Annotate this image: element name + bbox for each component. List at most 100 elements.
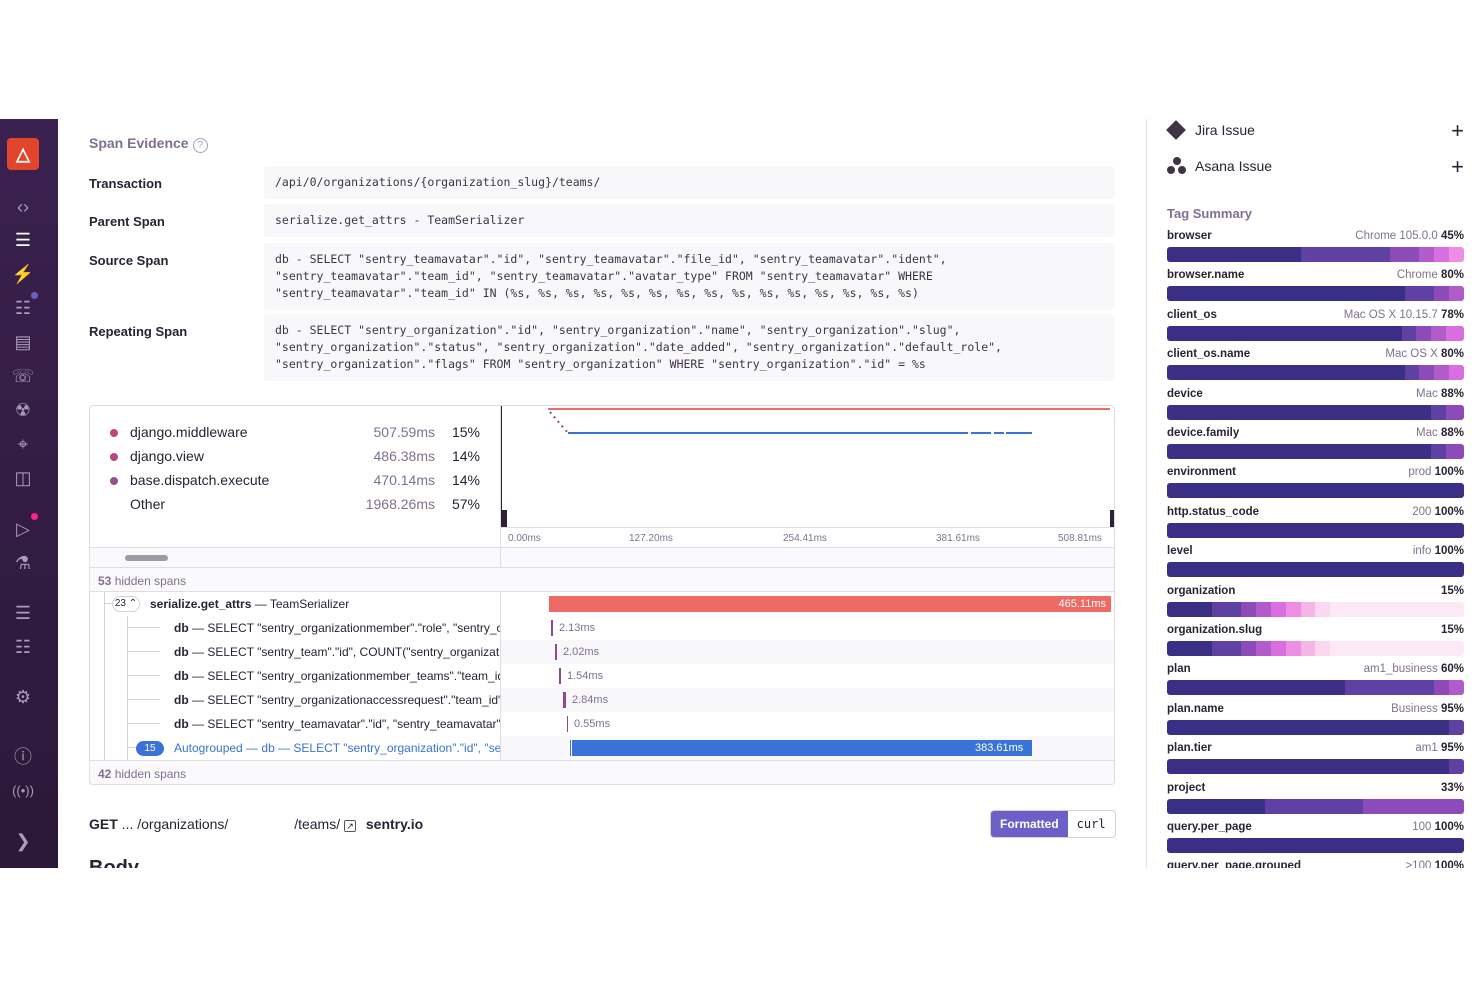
- tag-segment[interactable]: [1167, 680, 1346, 696]
- tag-segment[interactable]: [1401, 325, 1417, 341]
- tag-segment[interactable]: [1265, 798, 1363, 814]
- minimap-right-handle[interactable]: [1114, 406, 1115, 527]
- tag-segment[interactable]: [1449, 759, 1464, 775]
- tag-segment[interactable]: [1167, 641, 1212, 656]
- tag-segment[interactable]: [1431, 325, 1447, 341]
- tag-plan-tier[interactable]: plan.tier am1 95%: [1167, 742, 1464, 778]
- tag-segment[interactable]: [1167, 247, 1301, 262]
- open-link-icon[interactable]: ↗: [343, 820, 356, 832]
- tag-segment[interactable]: [1419, 247, 1435, 262]
- tag-distribution-bar[interactable]: [1167, 247, 1464, 262]
- tag-query-per-page-grouped[interactable]: query.per_page.grouped >100 100%: [1167, 860, 1464, 868]
- tag-segment[interactable]: [1431, 444, 1447, 459]
- span-row[interactable]: db — SELECT "sentry_organizationmember".…: [90, 616, 1114, 640]
- tag-segment[interactable]: [1389, 247, 1420, 262]
- span-row-parent[interactable]: 23 ⌃ serialize.get_attrs — TeamSerialize…: [90, 592, 1114, 616]
- tag-segment[interactable]: [1404, 286, 1435, 302]
- collapse-toggle[interactable]: 23 ⌃: [112, 596, 140, 612]
- tag-segment[interactable]: [1404, 365, 1420, 381]
- tag-project[interactable]: project 33%: [1167, 782, 1464, 818]
- tag-segment[interactable]: [1315, 601, 1331, 617]
- settings-icon[interactable]: ⚙: [14, 687, 32, 707]
- traces-icon[interactable]: ☷: [14, 298, 32, 318]
- tag-segment[interactable]: [1167, 404, 1432, 420]
- tag-segment[interactable]: [1434, 286, 1450, 302]
- tag-segment[interactable]: [1167, 483, 1464, 499]
- tag-segment[interactable]: [1449, 247, 1464, 262]
- curl-button[interactable]: curl: [1076, 817, 1106, 831]
- tag-segment[interactable]: [1270, 641, 1286, 656]
- help-icon[interactable]: ?: [192, 138, 208, 153]
- tag-segment[interactable]: [1241, 601, 1257, 617]
- tag-segment[interactable]: [1167, 759, 1450, 775]
- hidden-spans-top[interactable]: 53 hidden spans: [90, 567, 1114, 592]
- tag-plan[interactable]: plan am1_business 60%: [1167, 663, 1464, 699]
- tag-segment[interactable]: [1449, 680, 1464, 696]
- tag-segment[interactable]: [1300, 247, 1390, 262]
- tag-segment[interactable]: [1446, 444, 1464, 459]
- tag-distribution-bar[interactable]: [1167, 522, 1464, 538]
- tag-segment[interactable]: [1434, 365, 1450, 381]
- tag-client-os[interactable]: client_os Mac OS X 10.15.7 78%: [1167, 309, 1464, 345]
- tag-segment[interactable]: [1446, 404, 1464, 420]
- trace-minimap[interactable]: [500, 406, 1115, 527]
- tag-segment[interactable]: [1211, 641, 1242, 656]
- tag-segment[interactable]: [1434, 247, 1450, 262]
- minimap-left-grip[interactable]: [500, 510, 507, 527]
- tag-segment[interactable]: [1167, 365, 1405, 381]
- tag-distribution-bar[interactable]: [1167, 680, 1464, 696]
- span-row[interactable]: db — SELECT "sentry_team"."id", COUNT("s…: [90, 640, 1114, 664]
- tag-segment[interactable]: [1363, 798, 1464, 814]
- formatted-button[interactable]: Formatted: [991, 811, 1068, 837]
- tag-segment[interactable]: [1449, 286, 1464, 302]
- tag-distribution-bar[interactable]: [1167, 444, 1464, 459]
- autogroup-badge[interactable]: 15: [136, 741, 164, 756]
- tag-organization[interactable]: organization 15%: [1167, 585, 1464, 621]
- tag-browser-name[interactable]: browser.name Chrome 80%: [1167, 269, 1464, 305]
- tag-segment[interactable]: [1270, 601, 1286, 617]
- projects-icon[interactable]: ‹›: [17, 197, 29, 217]
- tag-segment[interactable]: [1241, 641, 1257, 656]
- sentry-logo-icon[interactable]: △: [7, 138, 39, 170]
- tag-distribution-bar[interactable]: [1167, 759, 1464, 775]
- horizontal-scrollbar[interactable]: [125, 555, 168, 561]
- tag-segment[interactable]: [1446, 325, 1464, 341]
- tag-segment[interactable]: [1434, 680, 1450, 696]
- user-feedback-icon[interactable]: ☏: [11, 366, 35, 386]
- tag-segment[interactable]: [1416, 325, 1432, 341]
- add-jira-issue-button[interactable]: +: [1451, 119, 1464, 143]
- tag-distribution-bar[interactable]: [1167, 562, 1464, 578]
- tag-segment[interactable]: [1167, 562, 1464, 578]
- tag-segment[interactable]: [1167, 325, 1402, 341]
- tag-device[interactable]: device Mac 88%: [1167, 388, 1464, 424]
- tag-segment[interactable]: [1167, 601, 1212, 617]
- tag-segment[interactable]: [1449, 719, 1464, 735]
- tag-distribution-bar[interactable]: [1167, 798, 1464, 814]
- list-icon[interactable]: ☰: [14, 603, 32, 623]
- tag-segment[interactable]: [1256, 601, 1271, 617]
- tag-segment[interactable]: [1167, 798, 1265, 814]
- tag-distribution-bar[interactable]: [1167, 838, 1464, 853]
- tag-level[interactable]: level info 100%: [1167, 545, 1464, 581]
- broadcast-icon[interactable]: ((•)): [12, 783, 34, 798]
- asana-issue-row[interactable]: Asana Issue +: [1167, 154, 1464, 181]
- tag-segment[interactable]: [1419, 365, 1435, 381]
- tag-distribution-bar[interactable]: [1167, 719, 1464, 735]
- tag-segment[interactable]: [1167, 719, 1450, 735]
- tag-plan-name[interactable]: plan.name Business 95%: [1167, 703, 1464, 739]
- span-row[interactable]: db — SELECT "sentry_organizationaccessre…: [90, 688, 1114, 712]
- releases-icon[interactable]: ▤: [14, 332, 32, 352]
- tag-segment[interactable]: [1285, 641, 1301, 656]
- tag-segment[interactable]: [1449, 365, 1464, 381]
- span-row[interactable]: db — SELECT "sentry_organizationmember_t…: [90, 664, 1114, 688]
- tag-http-status-code[interactable]: http.status_code 200 100%: [1167, 506, 1464, 542]
- hidden-spans-bottom[interactable]: 42 hidden spans: [90, 760, 1114, 784]
- tag-distribution-bar[interactable]: [1167, 601, 1464, 617]
- stats-icon[interactable]: ☷: [14, 637, 32, 657]
- tag-device-family[interactable]: device.family Mac 88%: [1167, 427, 1464, 463]
- tag-segment[interactable]: [1211, 601, 1242, 617]
- tag-segment[interactable]: [1300, 641, 1316, 656]
- tag-organization-slug[interactable]: organization.slug 15%: [1167, 624, 1464, 660]
- help-icon[interactable]: ⓘ: [14, 747, 32, 767]
- tag-segment[interactable]: [1345, 680, 1435, 696]
